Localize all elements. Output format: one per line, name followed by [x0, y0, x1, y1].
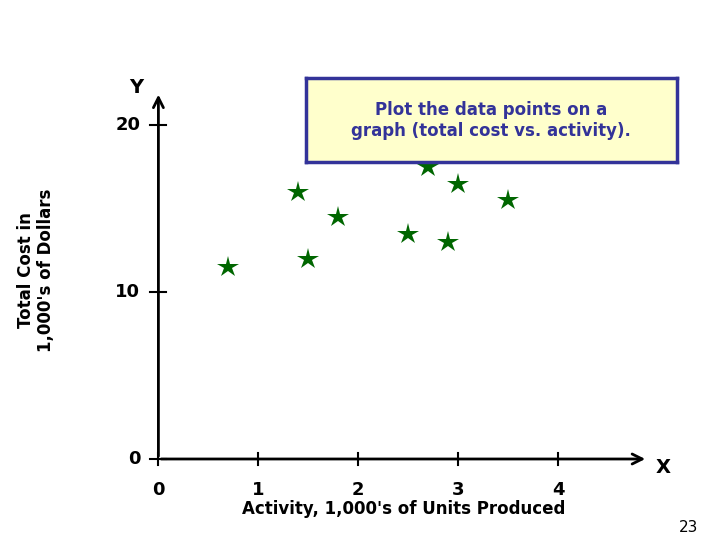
- Text: Plot the data points on a
graph (total cost vs. activity).: Plot the data points on a graph (total c…: [351, 101, 631, 139]
- Text: 23: 23: [679, 519, 698, 535]
- Text: X: X: [656, 458, 671, 477]
- Text: 2: 2: [352, 481, 364, 499]
- Text: 20: 20: [115, 116, 140, 134]
- Text: Activity, 1,000's of Units Produced: Activity, 1,000's of Units Produced: [241, 501, 565, 518]
- Text: 3: 3: [452, 481, 464, 499]
- Text: 10: 10: [115, 283, 140, 301]
- Text: 0: 0: [152, 481, 165, 499]
- Text: The Scattergraph Method: The Scattergraph Method: [118, 21, 642, 55]
- Text: 4: 4: [552, 481, 564, 499]
- Text: 1: 1: [252, 481, 264, 499]
- Text: Y: Y: [130, 78, 143, 97]
- Text: Total Cost in
1,000's of Dollars: Total Cost in 1,000's of Dollars: [17, 188, 55, 352]
- Text: 0: 0: [128, 450, 140, 468]
